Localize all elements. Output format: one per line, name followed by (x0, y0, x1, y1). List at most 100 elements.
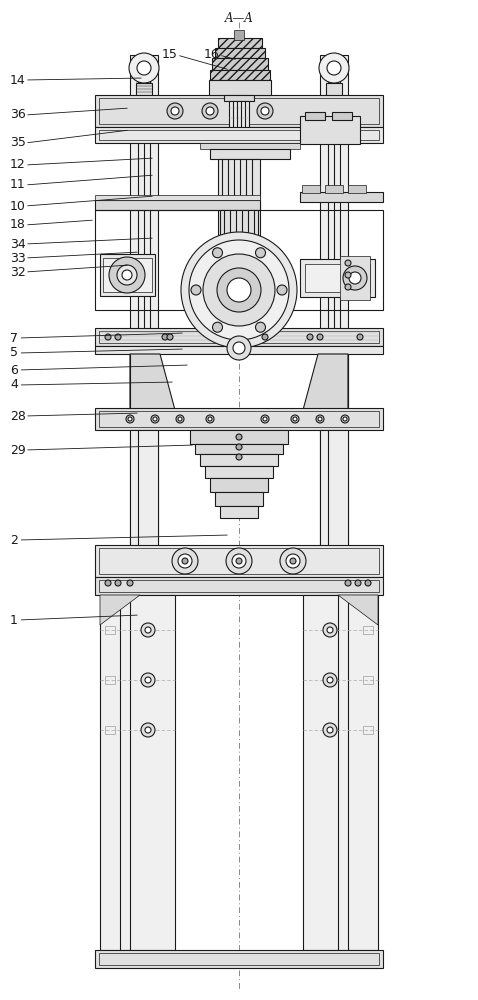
Bar (99, 580, 379, 592)
Circle shape (286, 554, 300, 568)
Circle shape (122, 270, 132, 280)
Bar (305, 112, 325, 120)
Circle shape (141, 623, 155, 637)
Circle shape (262, 334, 268, 340)
Bar (363, 626, 373, 634)
Text: 5: 5 (10, 347, 18, 360)
Bar (300, 259, 375, 297)
Bar (215, 48, 265, 58)
Bar (332, 112, 352, 120)
Text: 28: 28 (10, 410, 26, 422)
Polygon shape (303, 354, 348, 410)
Bar (100, 254, 155, 296)
Bar (210, 149, 290, 159)
Text: 11: 11 (10, 178, 26, 192)
Polygon shape (130, 354, 175, 410)
Circle shape (217, 268, 261, 312)
Circle shape (127, 580, 133, 586)
Circle shape (341, 415, 349, 423)
Circle shape (137, 61, 151, 75)
Bar (218, 38, 262, 48)
Polygon shape (100, 595, 140, 625)
Circle shape (327, 61, 341, 75)
Bar (99, 953, 379, 965)
Bar (130, 55, 158, 875)
Circle shape (206, 415, 214, 423)
Circle shape (115, 580, 121, 586)
Bar (105, 726, 115, 734)
Circle shape (319, 53, 349, 83)
Bar (99, 548, 379, 574)
Circle shape (327, 727, 333, 733)
Bar (99, 130, 379, 140)
Bar (348, 185, 366, 193)
Circle shape (317, 334, 323, 340)
Circle shape (126, 415, 134, 423)
Bar (363, 676, 373, 684)
Text: 1: 1 (10, 613, 18, 626)
Text: 29: 29 (10, 444, 26, 456)
Text: 2: 2 (10, 534, 18, 546)
Circle shape (280, 548, 306, 574)
Circle shape (236, 444, 242, 450)
Circle shape (236, 434, 242, 440)
Text: 35: 35 (10, 136, 26, 149)
Bar (95, 545, 383, 577)
Circle shape (213, 322, 222, 332)
Bar (95, 200, 260, 210)
Text: 10: 10 (10, 200, 26, 213)
Circle shape (176, 415, 184, 423)
Circle shape (178, 417, 182, 421)
Bar (305, 264, 370, 292)
Text: 36: 36 (10, 108, 26, 121)
Text: 33: 33 (10, 251, 26, 264)
Bar (209, 80, 271, 95)
Circle shape (257, 103, 273, 119)
Circle shape (105, 334, 111, 340)
Bar (320, 55, 348, 875)
Circle shape (129, 53, 159, 83)
Circle shape (327, 677, 333, 683)
Circle shape (167, 334, 173, 340)
Circle shape (206, 107, 214, 115)
Bar (95, 950, 383, 968)
Circle shape (318, 417, 322, 421)
Bar (190, 430, 288, 444)
Bar (95, 346, 383, 354)
Circle shape (293, 417, 297, 421)
Circle shape (226, 548, 252, 574)
Circle shape (191, 285, 201, 295)
Bar (234, 30, 244, 40)
Circle shape (345, 260, 351, 266)
Circle shape (178, 554, 192, 568)
Bar (130, 430, 158, 565)
Circle shape (323, 673, 337, 687)
Text: 34: 34 (10, 237, 26, 250)
Bar (100, 595, 175, 950)
Bar (105, 676, 115, 684)
Bar (95, 328, 383, 346)
Text: A—A: A—A (225, 11, 253, 24)
Circle shape (189, 240, 289, 340)
Bar (95, 408, 383, 430)
Circle shape (291, 415, 299, 423)
Circle shape (171, 107, 179, 115)
Text: 16: 16 (204, 48, 220, 62)
Circle shape (343, 417, 347, 421)
Text: 32: 32 (10, 265, 26, 278)
Bar (215, 492, 263, 506)
Bar (99, 411, 379, 427)
Circle shape (117, 265, 137, 285)
Circle shape (202, 103, 218, 119)
Circle shape (323, 723, 337, 737)
Text: 4: 4 (10, 378, 18, 391)
Bar (95, 577, 383, 595)
Circle shape (345, 284, 351, 290)
Circle shape (145, 627, 151, 633)
Bar (99, 98, 379, 124)
Bar (224, 95, 254, 101)
Bar (195, 444, 283, 454)
Circle shape (307, 334, 313, 340)
Circle shape (233, 342, 245, 354)
Circle shape (290, 558, 296, 564)
